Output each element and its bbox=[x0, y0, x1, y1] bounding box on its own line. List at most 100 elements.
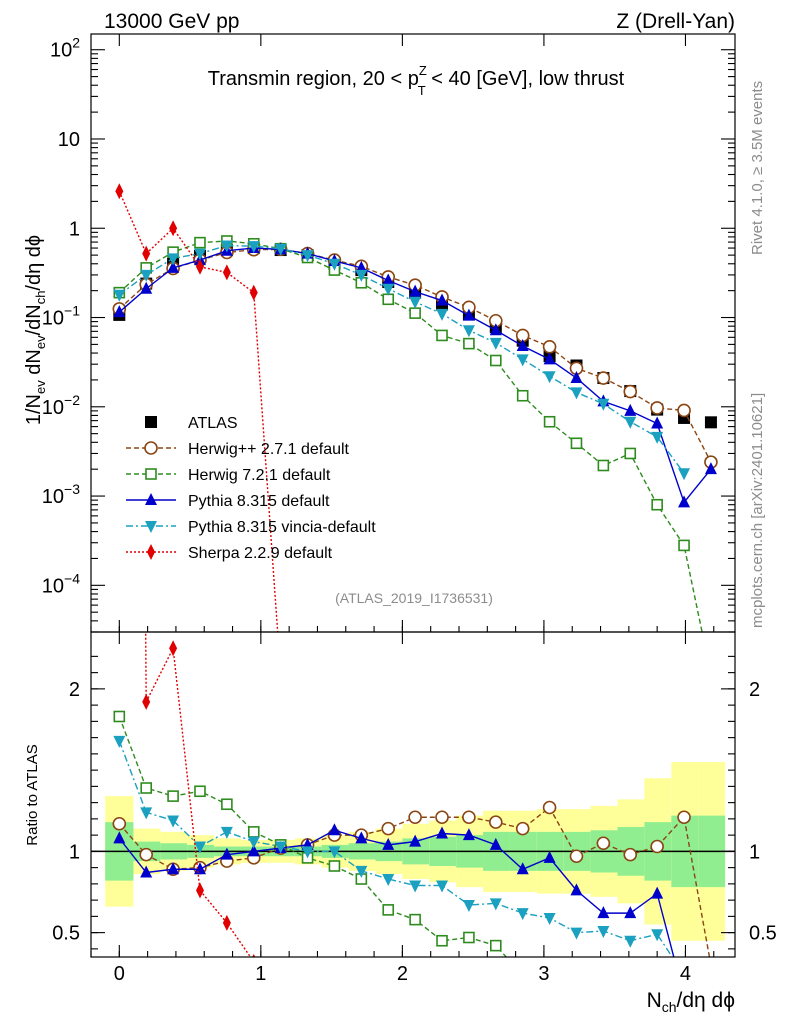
point-vincia-20 bbox=[651, 431, 664, 444]
x-tick-label: 3 bbox=[538, 963, 549, 985]
axis-ticks: 0 1 2 3 4 102 10 1 10−1 10−2 10−3 10−4 2 2 1 1 0.5 0.5 bbox=[42, 34, 777, 985]
point-herwigpp-21 bbox=[677, 403, 691, 418]
point-pythia-20 bbox=[651, 416, 664, 429]
point-atlas-22 bbox=[704, 416, 717, 429]
header-left: 13000 GeV pp bbox=[104, 10, 239, 33]
x-tick-label: 1 bbox=[255, 963, 266, 985]
point-pythia-18 bbox=[597, 906, 610, 919]
legend-marker-herwig7 bbox=[145, 468, 157, 480]
point-herwig7-20 bbox=[651, 498, 663, 511]
point-vincia-21 bbox=[678, 468, 691, 481]
point-herwigpp-21 bbox=[677, 810, 691, 825]
main-plot-frame bbox=[90, 33, 736, 633]
legend-marker-herwigpp bbox=[144, 441, 158, 455]
point-sherpa-1 bbox=[142, 245, 151, 262]
point-pythia-11 bbox=[409, 284, 422, 297]
legend-item-pythia: Pythia 8.315 default bbox=[126, 493, 330, 510]
point-vincia-19 bbox=[624, 935, 637, 948]
point-herwig7-19 bbox=[624, 447, 637, 460]
legend-marker-atlas bbox=[145, 416, 157, 428]
point-herwigpp-18 bbox=[596, 371, 611, 385]
point-herwigpp-1 bbox=[139, 847, 153, 862]
point-vincia-4 bbox=[220, 826, 233, 839]
ratio-tick-label-left: 1 bbox=[69, 841, 80, 863]
point-vincia-9 bbox=[355, 269, 368, 282]
legend-label: ATLAS bbox=[188, 415, 238, 432]
main-y-axis-label: 1/Nev dNev/dNch/dη dϕ bbox=[23, 235, 48, 425]
point-sherpa-1 bbox=[142, 693, 151, 710]
point-pythia-22 bbox=[705, 958, 717, 970]
x-tick-label: 0 bbox=[114, 963, 125, 985]
point-vincia-19 bbox=[624, 416, 637, 429]
point-sherpa-4 bbox=[222, 264, 231, 281]
point-herwig7-14 bbox=[489, 939, 502, 952]
point-herwig7-16 bbox=[543, 415, 556, 428]
point-vincia-8 bbox=[328, 258, 341, 271]
point-pythia-1 bbox=[140, 865, 153, 878]
legend-label: Pythia 8.315 default bbox=[188, 493, 330, 510]
point-herwig7-3 bbox=[194, 785, 206, 798]
point-vincia-18 bbox=[597, 926, 610, 938]
point-sherpa-4 bbox=[222, 914, 231, 931]
point-sherpa-6 bbox=[277, 1006, 285, 1022]
plot-title: Transmin region, 20 < pZ T < 40 [GeV], lo… bbox=[208, 63, 625, 98]
y-tick-label: 10−4 bbox=[42, 570, 80, 597]
point-herwigpp-10 bbox=[381, 821, 396, 836]
point-pythia-3 bbox=[193, 862, 206, 875]
y-tick-label: 1 bbox=[69, 218, 80, 240]
point-herwig7-21 bbox=[678, 539, 690, 552]
ratio-tick-label-left: 0.5 bbox=[52, 923, 80, 945]
point-herwigpp-20 bbox=[650, 839, 664, 854]
point-vincia-1 bbox=[140, 269, 153, 282]
point-vincia-2 bbox=[167, 253, 180, 266]
point-herwig7-8 bbox=[328, 860, 341, 872]
point-vincia-0 bbox=[113, 735, 126, 748]
legend-marker-sherpa bbox=[147, 544, 155, 560]
point-vincia-14 bbox=[489, 898, 502, 911]
point-vincia-12 bbox=[436, 880, 449, 893]
point-herwig7-0 bbox=[113, 710, 126, 723]
point-vincia-5 bbox=[247, 241, 260, 254]
point-sherpa-6 bbox=[277, 667, 285, 683]
ratio-y-axis-label: Ratio to ATLAS bbox=[24, 744, 41, 845]
point-pythia-14 bbox=[489, 323, 502, 336]
legend-item-sherpa: Sherpa 2.2.9 default bbox=[126, 544, 333, 562]
point-pythia-12 bbox=[436, 293, 449, 306]
point-pythia-20 bbox=[651, 886, 664, 899]
point-herwigpp-11 bbox=[408, 810, 422, 825]
point-vincia-10 bbox=[382, 283, 395, 296]
point-herwig7-18 bbox=[598, 993, 608, 1003]
point-herwig7-17 bbox=[571, 988, 581, 998]
point-vincia-13 bbox=[462, 325, 475, 338]
point-vincia-13 bbox=[462, 900, 475, 912]
ratio-tick-label-right: 0.5 bbox=[749, 923, 777, 945]
header-right: Z (Drell-Yan) bbox=[616, 10, 735, 33]
point-herwig7-22 bbox=[706, 670, 716, 680]
rivet-version-label: Rivet 4.1.0, ≥ 3.5M events bbox=[749, 81, 766, 255]
point-vincia-18 bbox=[597, 398, 610, 411]
point-vincia-9 bbox=[355, 865, 368, 878]
point-herwig7-17 bbox=[570, 437, 583, 450]
point-vincia-11 bbox=[409, 880, 422, 893]
point-vincia-2 bbox=[167, 815, 180, 828]
legend-label: Herwig++ 2.7.1 default bbox=[188, 441, 350, 458]
point-pythia-10 bbox=[382, 837, 395, 850]
y-tick-label: 102 bbox=[50, 35, 80, 62]
point-vincia-3 bbox=[193, 841, 206, 854]
point-pythia-8 bbox=[328, 823, 341, 836]
ratio-plot-series bbox=[112, 632, 717, 1022]
point-vincia-10 bbox=[382, 874, 395, 886]
point-herwigpp-13 bbox=[462, 810, 476, 825]
legend: ATLAS Herwig++ 2.7.1 default Herwig 7.2.1 … bbox=[126, 415, 376, 562]
y-tick-label: 10−2 bbox=[42, 392, 80, 419]
point-pythia-16 bbox=[543, 850, 556, 863]
series-line-herwig7 bbox=[118, 240, 703, 632]
point-pythia-13 bbox=[462, 308, 475, 321]
point-herwig7-12 bbox=[436, 329, 448, 342]
point-vincia-8 bbox=[328, 846, 341, 859]
y-tick-label: 10−3 bbox=[42, 481, 80, 508]
point-vincia-11 bbox=[409, 296, 422, 309]
series-line-vincia bbox=[118, 244, 685, 474]
point-pythia-11 bbox=[409, 834, 422, 847]
